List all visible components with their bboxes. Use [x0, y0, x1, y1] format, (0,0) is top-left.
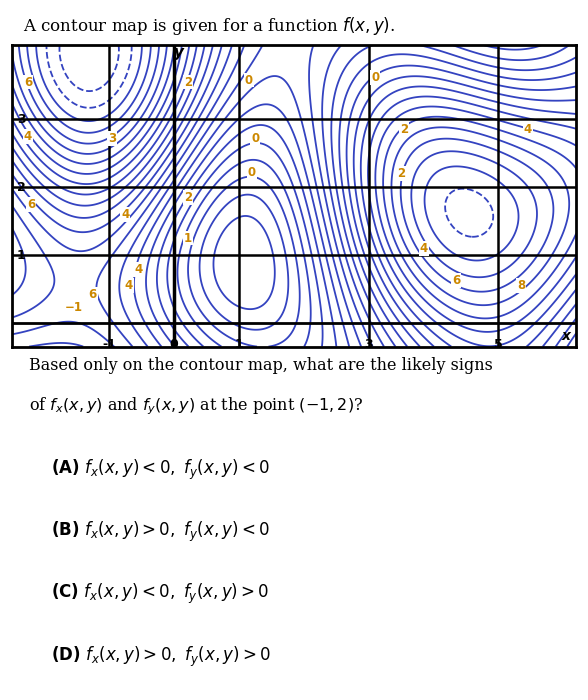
Text: 6: 6 — [89, 288, 97, 301]
Text: 4: 4 — [420, 241, 428, 255]
Text: of $f_x(x, y)$ and $f_y(x, y)$ at the point $(-1, 2)$?: of $f_x(x, y)$ and $f_y(x, y)$ at the po… — [29, 395, 363, 416]
Text: 2: 2 — [184, 76, 192, 88]
Text: 2: 2 — [400, 123, 408, 136]
Text: 2: 2 — [17, 181, 26, 194]
Text: 6: 6 — [452, 274, 460, 287]
Text: $\mathbf{(C)}$ $f_x(x, y) < 0,\ f_y(x, y) > 0$: $\mathbf{(C)}$ $f_x(x, y) < 0,\ f_y(x, y… — [51, 582, 269, 606]
Text: 0: 0 — [169, 338, 178, 351]
Text: Based only on the contour map, what are the likely signs: Based only on the contour map, what are … — [29, 357, 493, 374]
Text: 1: 1 — [235, 338, 243, 351]
Text: 1: 1 — [184, 232, 192, 244]
Text: 6: 6 — [24, 76, 32, 88]
Text: 3: 3 — [365, 338, 373, 351]
Text: 4: 4 — [24, 130, 32, 143]
Text: 0: 0 — [248, 166, 256, 179]
Text: y: y — [174, 46, 184, 60]
Text: 0: 0 — [371, 71, 379, 84]
Text: 8: 8 — [517, 279, 525, 292]
Text: x: x — [562, 330, 571, 344]
Text: 2: 2 — [184, 191, 192, 204]
Text: 3: 3 — [17, 113, 25, 126]
Text: 2: 2 — [397, 167, 405, 180]
Text: 5: 5 — [494, 338, 503, 351]
Text: 4: 4 — [523, 123, 532, 136]
Text: 0: 0 — [251, 132, 259, 145]
Text: 0: 0 — [245, 74, 253, 87]
Text: 4: 4 — [134, 263, 142, 276]
Text: $\mathbf{(B)}$ $f_x(x, y) > 0,\ f_y(x, y) < 0$: $\mathbf{(B)}$ $f_x(x, y) > 0,\ f_y(x, y… — [51, 520, 270, 544]
Text: 4: 4 — [125, 279, 133, 292]
Text: -1: -1 — [102, 338, 116, 351]
Text: 6: 6 — [27, 197, 35, 211]
Text: A contour map is given for a function $f(x, y)$.: A contour map is given for a function $f… — [23, 15, 395, 37]
Text: $\mathbf{(D)}$ $f_x(x, y) > 0,\ f_y(x, y) > 0$: $\mathbf{(D)}$ $f_x(x, y) > 0,\ f_y(x, y… — [51, 645, 271, 668]
Text: 4: 4 — [121, 208, 129, 220]
Text: $\mathbf{(A)}$ $f_x(x, y) < 0,\ f_y(x, y) < 0$: $\mathbf{(A)}$ $f_x(x, y) < 0,\ f_y(x, y… — [51, 457, 270, 482]
Text: −1: −1 — [65, 302, 82, 314]
Text: 1: 1 — [17, 248, 26, 262]
Text: 3: 3 — [108, 132, 116, 145]
